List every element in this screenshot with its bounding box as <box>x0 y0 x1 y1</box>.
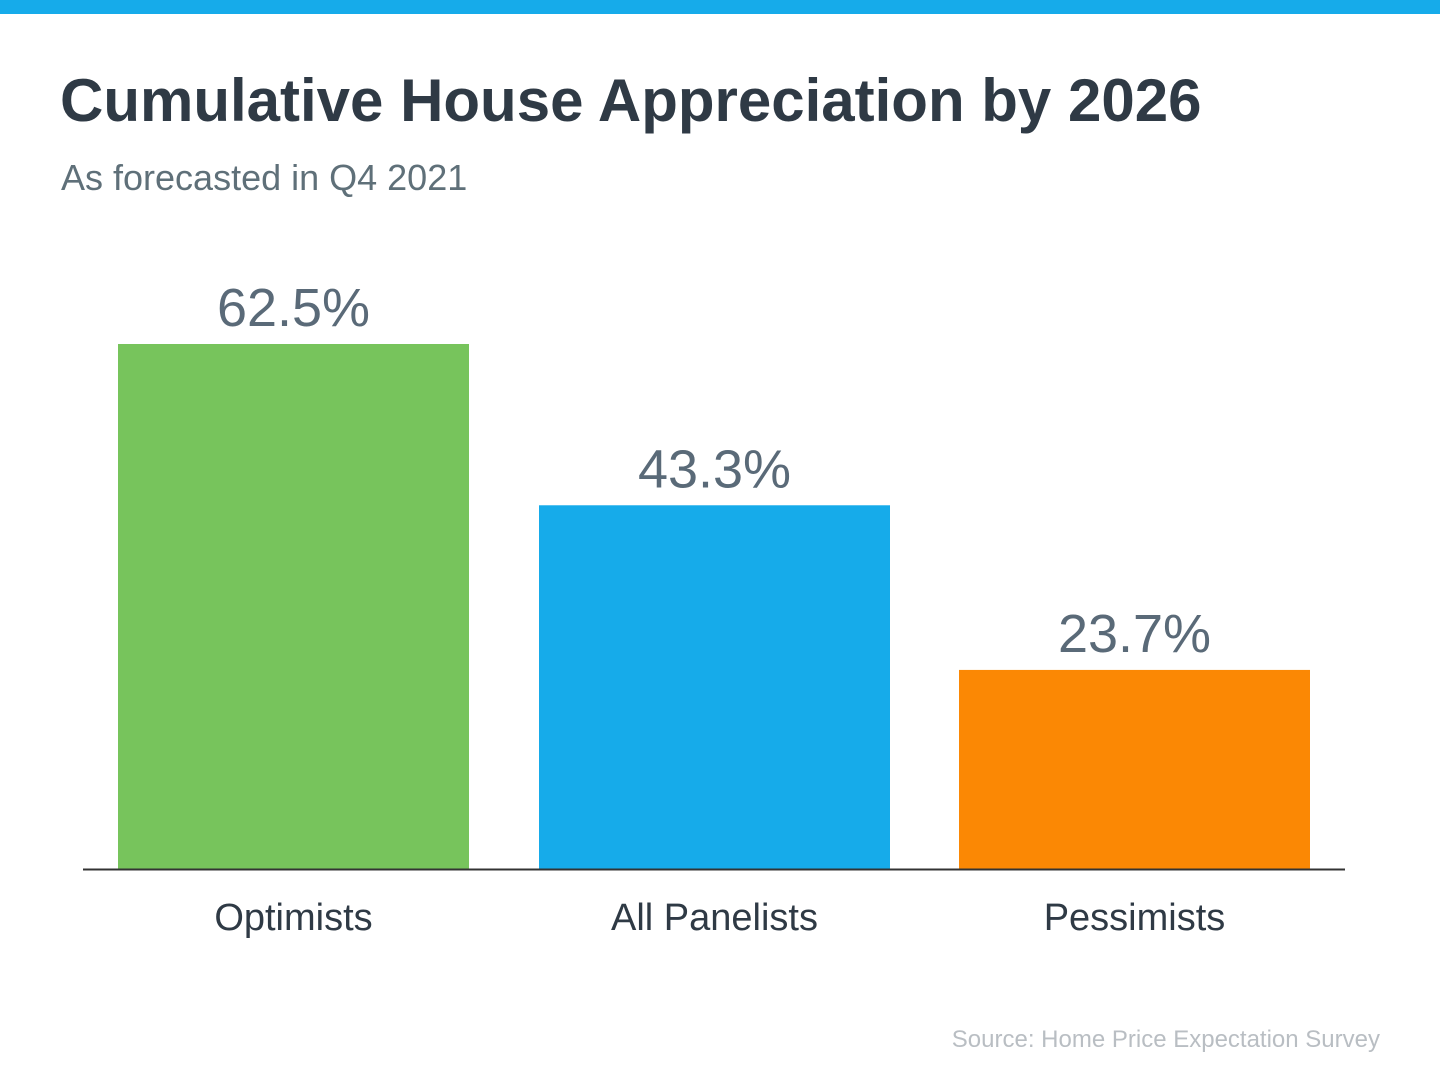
value-label: 23.7% <box>1058 604 1211 664</box>
category-label: Optimists <box>214 897 372 939</box>
bar-pessimists <box>959 669 1310 869</box>
bar-optimists <box>118 344 469 869</box>
category-label: All Panelists <box>611 897 818 939</box>
category-label: Pessimists <box>1044 897 1226 939</box>
chart-subtitle: As forecasted in Q4 2021 <box>61 157 468 198</box>
value-label: 43.3% <box>638 439 791 499</box>
top-accent-bar <box>0 0 1440 14</box>
chart-title: Cumulative House Appreciation by 2026 <box>60 67 1202 134</box>
bar-all-panelists <box>539 505 890 869</box>
value-label: 62.5% <box>217 278 370 338</box>
source-note: Source: Home Price Expectation Survey <box>951 1026 1380 1053</box>
